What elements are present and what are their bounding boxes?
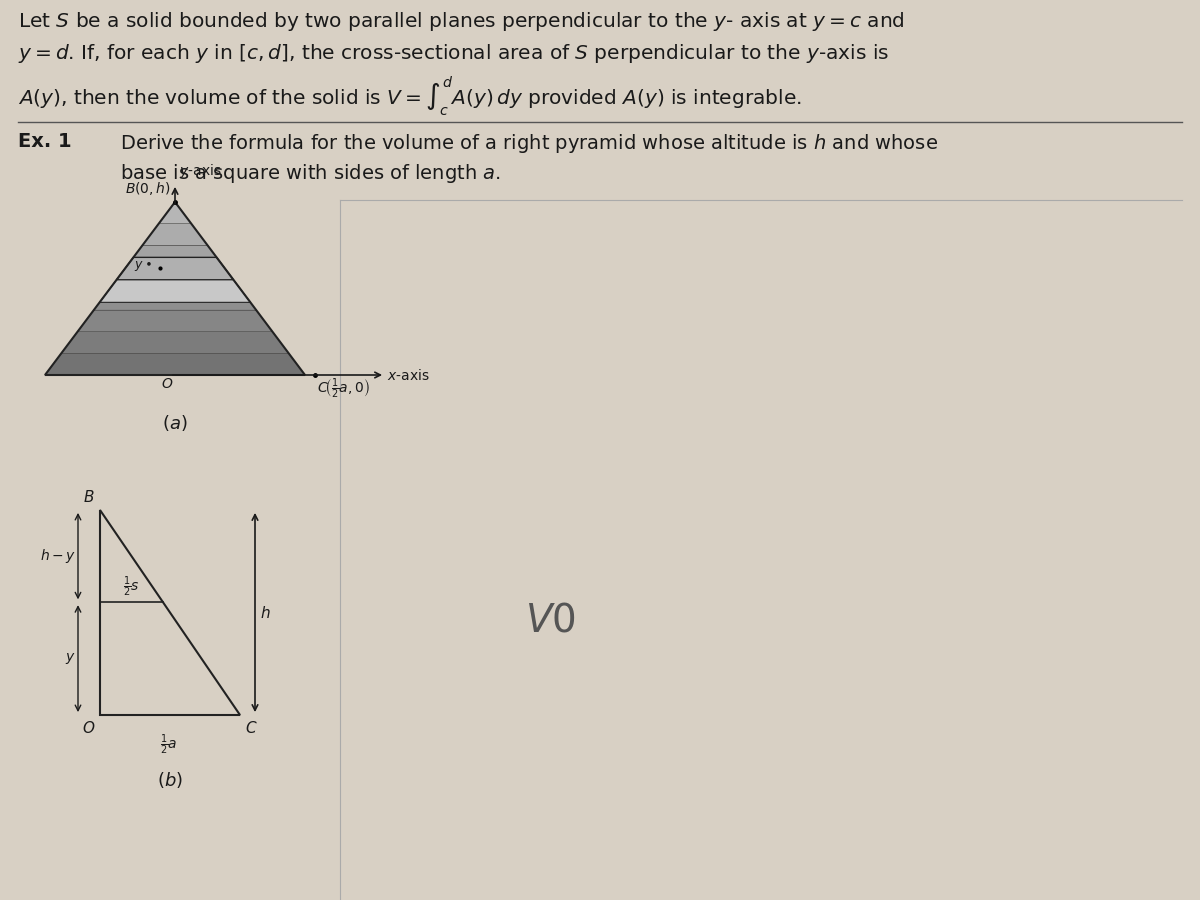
Text: $\frac{1}{2}s$: $\frac{1}{2}s$ xyxy=(124,575,140,599)
Text: $\mathit{V0}$: $\mathit{V0}$ xyxy=(524,601,575,639)
Text: Derive the formula for the volume of a right pyramid whose altitude is $h$ and w: Derive the formula for the volume of a r… xyxy=(120,132,938,155)
Text: $(a)$: $(a)$ xyxy=(162,413,187,433)
Polygon shape xyxy=(126,245,223,267)
Text: $O$: $O$ xyxy=(82,720,95,736)
Polygon shape xyxy=(94,289,257,310)
Text: $y\bullet$: $y\bullet$ xyxy=(134,258,152,273)
Polygon shape xyxy=(116,257,234,280)
Polygon shape xyxy=(158,202,191,223)
Text: $y$: $y$ xyxy=(65,651,76,666)
Polygon shape xyxy=(143,223,208,245)
Text: $C$: $C$ xyxy=(245,720,258,736)
Text: $B$: $B$ xyxy=(84,489,95,505)
Text: Ex. 1: Ex. 1 xyxy=(18,132,72,151)
Text: $O$: $O$ xyxy=(161,377,173,391)
Text: $B(0, h)$: $B(0, h)$ xyxy=(125,180,170,197)
Polygon shape xyxy=(61,332,289,354)
Text: base is a square with sides of length $a$.: base is a square with sides of length $a… xyxy=(120,162,500,185)
Text: $A(y)$, then the volume of the solid is $V = \int_c^d A(y)\, dy$ provided $A(y)$: $A(y)$, then the volume of the solid is … xyxy=(18,74,802,118)
Text: $x$-axis: $x$-axis xyxy=(386,367,430,382)
Text: $C\!\left(\frac{1}{2}a, 0\right)$: $C\!\left(\frac{1}{2}a, 0\right)$ xyxy=(317,377,370,401)
Text: Let $S$ be a solid bounded by two parallel planes perpendicular to the $y$- axis: Let $S$ be a solid bounded by two parall… xyxy=(18,10,905,33)
Text: $\frac{1}{2}a$: $\frac{1}{2}a$ xyxy=(160,733,178,757)
Text: $y$-axis: $y$-axis xyxy=(179,162,222,180)
Polygon shape xyxy=(46,354,305,375)
Text: $(b)$: $(b)$ xyxy=(157,770,182,790)
Polygon shape xyxy=(100,280,251,302)
Text: $h-y$: $h-y$ xyxy=(40,547,76,565)
Text: $h$: $h$ xyxy=(260,605,271,620)
Polygon shape xyxy=(110,267,240,289)
Polygon shape xyxy=(78,310,272,332)
Text: $y=d$. If, for each $y$ in $[c, d]$, the cross-sectional area of $S$ perpendicul: $y=d$. If, for each $y$ in $[c, d]$, the… xyxy=(18,42,889,65)
